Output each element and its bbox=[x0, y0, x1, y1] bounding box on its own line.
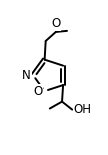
Text: N: N bbox=[22, 69, 31, 82]
Text: O: O bbox=[51, 17, 60, 30]
Text: O: O bbox=[33, 85, 42, 98]
Text: OH: OH bbox=[74, 103, 92, 116]
